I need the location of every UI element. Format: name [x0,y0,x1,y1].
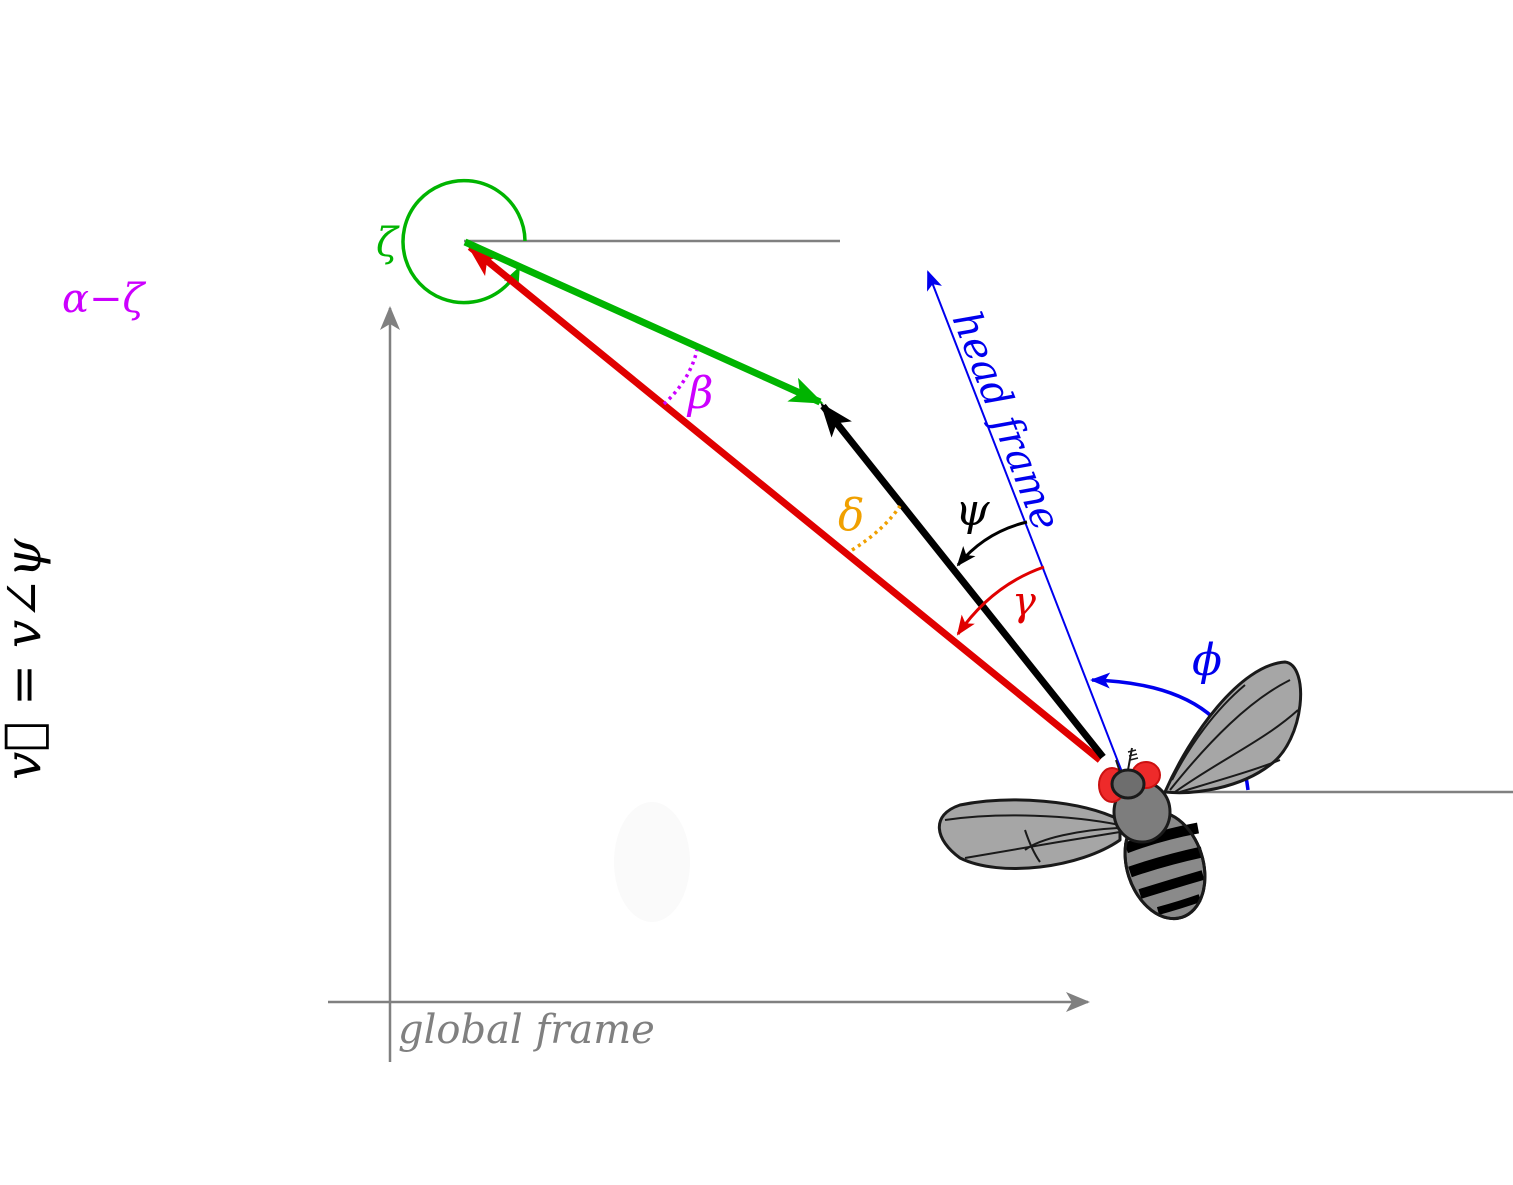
beta-label: β [686,368,713,419]
velocity-equation: v⃗ = v∠ψ [0,538,52,780]
beta-angle-arc [662,349,699,406]
target-velocity-arrow [463,238,824,406]
gamma-angle-arc [956,565,1045,636]
gamma-label: γ [1012,579,1036,625]
psi-label: ψ [955,485,990,536]
delta-label: δ [838,490,865,541]
velocity-arrow [820,402,1106,760]
zeta-label: ζ [376,220,400,266]
global-frame-label: global frame [398,1007,655,1053]
phi-label: ϕ [1192,635,1222,686]
target-direction-arrow [466,244,1103,763]
delta-angle-arc [851,505,902,552]
psi-angle-arc [956,520,1028,567]
zeta-angle-arc [401,178,527,305]
faint-ellipse [614,802,690,922]
global-frame-axes [328,306,1090,1062]
fly-icon [937,660,1303,921]
alpha-minus-zeta-label: α−ζ [62,276,147,322]
